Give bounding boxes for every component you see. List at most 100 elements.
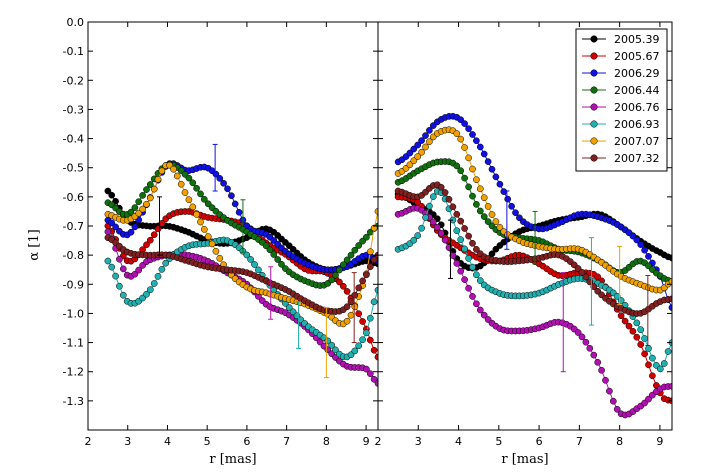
- data-point: [108, 219, 116, 227]
- data-point: [347, 251, 355, 259]
- data-point: [158, 220, 166, 227]
- data-point: [414, 141, 422, 149]
- data-point: [193, 184, 200, 192]
- data-point: [422, 214, 429, 221]
- data-point: [637, 326, 645, 334]
- data-point: [660, 360, 668, 367]
- data-point: [170, 165, 177, 173]
- data-point: [453, 227, 461, 235]
- data-point: [465, 254, 472, 262]
- data-point: [363, 233, 370, 241]
- data-point: [414, 153, 422, 160]
- y-tick-label: -1.0: [63, 307, 84, 320]
- data-point: [512, 209, 519, 217]
- data-point: [594, 273, 602, 281]
- data-point: [370, 298, 378, 306]
- data-point: [441, 189, 449, 196]
- data-point: [347, 311, 355, 319]
- data-point: [613, 405, 621, 413]
- data-point: [146, 194, 154, 202]
- data-point: [410, 236, 418, 244]
- x-tick-label: 6: [536, 435, 543, 448]
- y-tick-label: 0.0: [67, 16, 85, 29]
- data-point: [465, 183, 472, 191]
- data-point: [609, 397, 617, 405]
- data-point: [150, 185, 158, 193]
- data-point: [418, 137, 425, 144]
- y-tick-label: -0.4: [63, 133, 84, 146]
- data-point: [370, 256, 378, 264]
- x-tick-label: 7: [576, 435, 583, 448]
- data-point: [146, 236, 154, 244]
- data-point: [461, 144, 468, 151]
- data-point: [243, 251, 251, 259]
- y-tick-label: -0.1: [63, 45, 84, 58]
- data-point: [476, 207, 484, 215]
- data-point: [355, 310, 363, 318]
- legend-label: 2006.29: [614, 67, 660, 80]
- data-point: [625, 322, 633, 330]
- data-point: [212, 170, 220, 178]
- data-point: [508, 202, 515, 210]
- legend-marker: [590, 120, 598, 128]
- legend: 2005.39 2005.67 2006.29 2006.44 2006.76 2006.…: [575, 28, 668, 172]
- data-point: [204, 233, 212, 240]
- data-point: [476, 277, 484, 284]
- legend-label: 2007.32: [614, 152, 660, 165]
- data-point: [449, 252, 457, 259]
- data-point: [131, 223, 139, 231]
- data-point: [370, 375, 378, 383]
- x-tick-label: 8: [616, 435, 623, 448]
- data-point: [445, 195, 453, 203]
- x-tick-label: 6: [243, 435, 250, 448]
- data-point: [216, 175, 224, 182]
- data-point: [582, 338, 590, 346]
- legend-label: 2006.76: [614, 101, 660, 114]
- data-point: [656, 365, 664, 373]
- legend-item: 2005.39: [582, 33, 660, 46]
- legend-marker: [590, 86, 598, 94]
- y-tick-label: -0.5: [63, 162, 84, 175]
- data-point: [355, 342, 363, 350]
- data-point: [339, 261, 347, 269]
- legend-item: 2006.76: [582, 101, 660, 114]
- data-point: [410, 145, 418, 153]
- data-point: [366, 248, 374, 256]
- data-point: [441, 236, 449, 244]
- data-point: [112, 272, 119, 280]
- data-point: [366, 314, 374, 322]
- data-point: [473, 201, 480, 208]
- data-point: [645, 395, 652, 403]
- data-point: [621, 317, 629, 325]
- data-point: [158, 265, 166, 273]
- legend-marker: [590, 154, 598, 162]
- data-point: [457, 167, 465, 175]
- data-point: [500, 188, 508, 195]
- legend-item: 2006.44: [582, 84, 660, 97]
- data-point: [633, 333, 641, 341]
- data-point: [359, 336, 366, 344]
- data-point: [131, 270, 139, 278]
- data-point: [504, 195, 512, 203]
- data-point: [185, 196, 193, 204]
- data-point: [366, 336, 374, 344]
- data-point: [139, 192, 146, 199]
- data-point: [453, 210, 461, 218]
- data-point: [484, 203, 492, 210]
- data-point: [473, 271, 480, 279]
- data-point: [154, 273, 162, 280]
- data-point: [370, 224, 378, 232]
- data-point: [418, 148, 425, 156]
- data-point: [645, 345, 652, 352]
- data-point: [351, 303, 359, 311]
- data-point: [617, 312, 625, 320]
- data-point: [426, 202, 433, 210]
- x-tick-label: 2: [375, 435, 382, 448]
- data-point: [453, 162, 461, 170]
- data-point: [104, 228, 112, 236]
- data-point: [649, 354, 656, 362]
- data-point: [150, 280, 158, 287]
- data-point: [461, 225, 468, 232]
- data-point: [166, 161, 173, 169]
